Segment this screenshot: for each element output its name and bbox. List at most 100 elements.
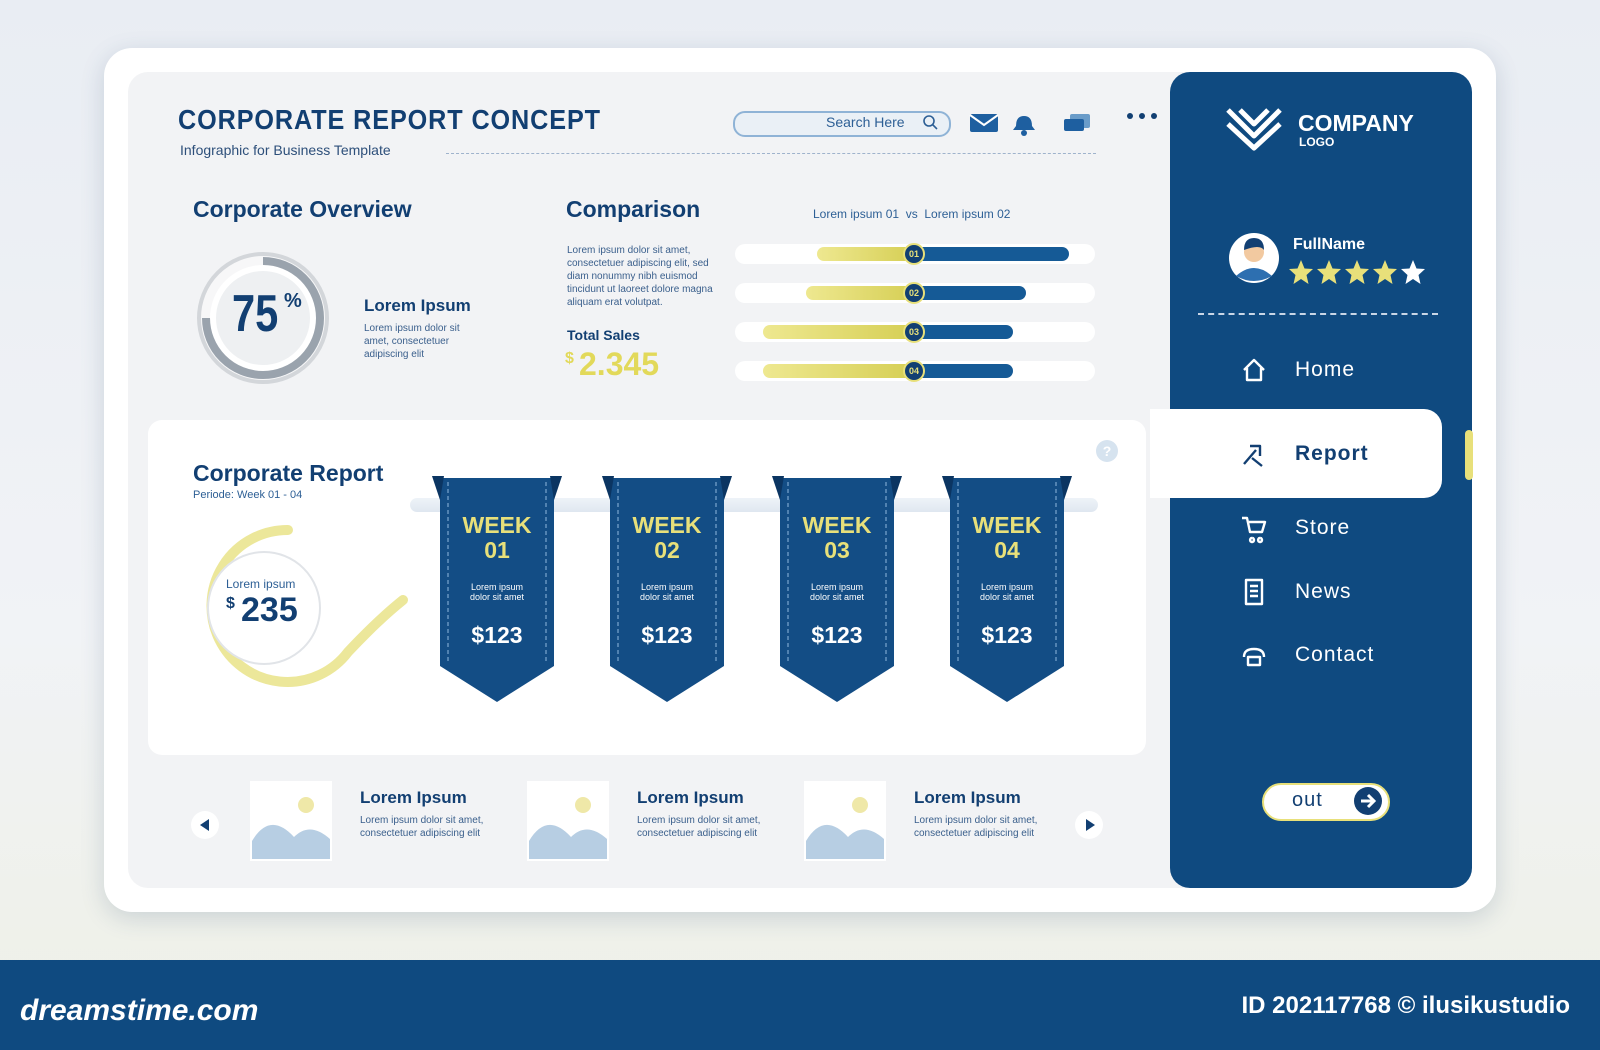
gallery-title: Lorem Ipsum	[914, 788, 1021, 807]
logo-main: COMPANY	[1298, 110, 1414, 136]
week-text: Lorem ipsum dolor sit amet	[639, 582, 695, 602]
bar-right	[914, 247, 1069, 261]
nav-icon	[1244, 578, 1264, 606]
amount-ring	[206, 524, 408, 687]
header-icons[interactable]	[968, 110, 1108, 138]
week-label: WEEK	[802, 512, 872, 538]
thumb-hills	[252, 824, 330, 859]
ribbon-shade	[772, 476, 784, 500]
gauge-value: 75	[232, 285, 279, 343]
ribbon-shade	[1060, 476, 1072, 500]
section-title: Corporate Overview	[193, 196, 412, 222]
logout-icon	[1354, 787, 1382, 815]
gallery-title: Lorem Ipsum	[637, 788, 744, 807]
nav-icon-shape	[1242, 516, 1267, 544]
ribbon[interactable]	[942, 476, 1072, 706]
svg-text:?: ?	[1103, 443, 1112, 459]
week-label: WEEK	[632, 512, 702, 538]
ribbon[interactable]	[772, 476, 902, 706]
star	[1317, 260, 1341, 284]
section-title: Comparison	[566, 196, 701, 222]
star-shape	[1401, 260, 1425, 284]
ribbon-shape	[440, 478, 554, 702]
nav-icon-shape	[1243, 358, 1265, 382]
user-name: FullName	[1293, 236, 1366, 253]
bar-right	[914, 325, 1013, 339]
help-icon[interactable]: ?	[1094, 438, 1120, 464]
week-number: 03	[824, 537, 850, 563]
star	[1401, 260, 1425, 284]
ribbon-stitch	[617, 482, 717, 662]
comparison-legend: Lorem ipsum 01 vs Lorem ipsum 02	[813, 207, 1011, 221]
nav-item[interactable]: Contact	[1295, 643, 1375, 666]
thumbnail[interactable]	[527, 781, 609, 861]
nav-item[interactable]: News	[1295, 580, 1352, 603]
report-period: Periode: Week 01 - 04	[193, 489, 303, 501]
ribbon-shade	[550, 476, 562, 500]
ribbon-shade	[720, 476, 732, 500]
total-label: Total Sales	[567, 327, 640, 343]
week-amount: $123	[981, 622, 1033, 648]
bar-right	[914, 364, 1013, 378]
bar-badge: 02	[903, 282, 925, 304]
nav-icon	[1242, 647, 1266, 667]
bar-right	[914, 286, 1026, 300]
thumbnail[interactable]	[804, 781, 886, 861]
footer-site: dreamstime.com	[20, 994, 259, 1027]
week-text: Lorem ipsum dolor sit amet	[809, 582, 865, 602]
ribbon-rail	[410, 498, 1098, 512]
thumb-sun	[298, 797, 314, 813]
week-label: WEEK	[972, 512, 1042, 538]
week-label: WEEK	[462, 512, 532, 538]
thumb-sun	[852, 797, 868, 813]
bar-left	[762, 364, 914, 378]
ribbon[interactable]	[602, 476, 732, 706]
gauge-unit: %	[284, 290, 302, 312]
thumb-hills	[806, 824, 884, 859]
nav-icon	[1243, 358, 1265, 382]
week-number: 04	[994, 537, 1020, 563]
star-shape	[1289, 260, 1313, 284]
avatar[interactable]	[1228, 228, 1280, 288]
week-amount: $123	[811, 622, 863, 648]
week-amount: $123	[471, 622, 523, 648]
star	[1373, 260, 1397, 284]
gauge-arc	[202, 257, 324, 379]
star-shape	[1345, 260, 1369, 284]
overview-heading: Lorem Ipsum	[364, 296, 471, 315]
section-title: Corporate Report	[193, 460, 384, 486]
thumb-hills	[529, 824, 607, 859]
logo-sub: LOGO	[1299, 135, 1335, 149]
ribbon-shade	[602, 476, 614, 500]
active-tab-marker	[1465, 430, 1473, 480]
more-menu[interactable]	[1125, 108, 1165, 124]
company-logo-mark	[1226, 108, 1282, 151]
page-subtitle: Infographic for Business Template	[180, 142, 391, 158]
total-value: 2.345	[579, 346, 660, 382]
nav-icon-shape	[1242, 647, 1266, 667]
week-text: Lorem ipsum dolor sit amet	[469, 582, 525, 602]
ribbon[interactable]	[432, 476, 562, 706]
nav-item[interactable]: Report	[1295, 442, 1369, 465]
nav-icon	[1242, 516, 1267, 544]
nav-icon-shape	[1244, 578, 1264, 606]
nav-item[interactable]: Store	[1295, 516, 1351, 539]
next-button[interactable]	[1074, 810, 1104, 840]
nav-icon	[1243, 444, 1263, 467]
ribbon-shade	[942, 476, 954, 500]
footer-bar	[0, 960, 1600, 1050]
bar-badge: 01	[903, 243, 925, 265]
ribbon-shape	[780, 478, 894, 702]
ring-label: Lorem ipsum	[226, 577, 296, 591]
nav-item[interactable]: Home	[1295, 358, 1356, 381]
ring-currency: $	[226, 595, 235, 612]
comparison-text: Lorem ipsum dolor sit amet, consectetuer…	[567, 245, 713, 308]
thumbnail[interactable]	[250, 781, 332, 861]
sidebar-divider	[1198, 313, 1438, 315]
ribbon-shade	[432, 476, 444, 500]
prev-button[interactable]	[190, 810, 220, 840]
search-box[interactable]	[733, 111, 951, 137]
search-icon[interactable]	[920, 112, 942, 134]
gallery-text: Lorem ipsum dolor sit amet, consectetuer…	[360, 815, 484, 839]
